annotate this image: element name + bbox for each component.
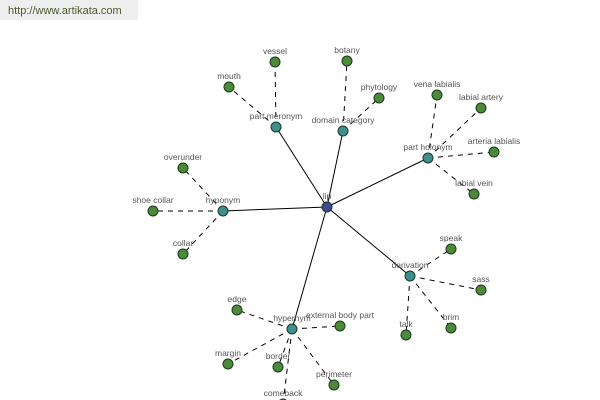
relation-edge (222, 206, 328, 212)
word-node[interactable] (223, 81, 235, 93)
word-node-label: collar (173, 238, 193, 248)
word-edge (427, 94, 438, 159)
word-node-label: botany (334, 45, 360, 55)
relation-node[interactable] (270, 121, 282, 133)
relation-node-label: derivation (392, 260, 429, 270)
watermark-url[interactable]: http://www.artikata.com (0, 0, 138, 20)
relation-edge (326, 130, 344, 208)
relation-node[interactable] (217, 205, 229, 217)
word-node-label: edge (228, 294, 247, 304)
word-node[interactable] (334, 320, 346, 332)
word-node[interactable] (475, 102, 487, 114)
relation-node-label: hyponym (206, 195, 241, 205)
word-node[interactable] (445, 322, 457, 334)
word-node-label: comeback (264, 388, 303, 398)
word-node[interactable] (341, 55, 353, 67)
word-edge (291, 328, 335, 386)
word-node-label: mouth (217, 71, 241, 81)
word-edge (427, 151, 495, 159)
labels: vessel mouth botany phytology vena labialis l… (132, 45, 520, 398)
word-node[interactable] (269, 56, 281, 68)
word-node[interactable] (431, 89, 443, 101)
word-edge (227, 328, 293, 365)
word-node-label: talk (399, 319, 413, 329)
word-node-label: sass (472, 274, 489, 284)
relation-node-label: part meronym (250, 111, 302, 121)
word-node-label: labial artery (459, 92, 504, 102)
word-node-label: vessel (263, 46, 287, 56)
word-node-label: perimeter (316, 369, 352, 379)
word-node[interactable] (468, 188, 480, 200)
word-node-label: vena labialis (414, 79, 461, 89)
word-edge (228, 86, 277, 128)
relation-node-label: hypernym (273, 313, 310, 323)
word-edge (282, 328, 293, 400)
word-node[interactable] (373, 92, 385, 104)
word-edge (274, 61, 277, 128)
word-node[interactable] (488, 146, 500, 158)
word-edge (342, 97, 380, 132)
word-node-label: border (266, 351, 291, 361)
relation-edge (326, 157, 429, 208)
word-node-label: margin (215, 348, 241, 358)
word-edge (409, 275, 452, 329)
center-node-label: lip (323, 191, 332, 201)
word-node[interactable] (445, 243, 457, 255)
nodes (147, 55, 500, 400)
relation-edge (291, 206, 328, 330)
word-node-label: phytology (361, 82, 398, 92)
relation-edge (275, 126, 328, 208)
word-node-label: arteria labialis (468, 136, 520, 146)
word-edge (427, 107, 482, 159)
word-node[interactable] (177, 248, 189, 260)
word-edge (409, 248, 452, 277)
word-node[interactable] (147, 205, 159, 217)
word-node-label: overunder (164, 152, 202, 162)
word-node-label: speak (440, 233, 463, 243)
word-edge (409, 275, 482, 291)
relation-node[interactable] (337, 125, 349, 137)
word-node[interactable] (222, 358, 234, 370)
edges (153, 60, 495, 400)
center-node[interactable] (321, 201, 333, 213)
word-node[interactable] (400, 329, 412, 341)
word-node-label: labial vein (455, 178, 493, 188)
word-node[interactable] (328, 379, 340, 391)
word-node-label: brim (443, 312, 460, 322)
relation-node[interactable] (404, 270, 416, 282)
relation-node[interactable] (286, 323, 298, 335)
relation-node-label: domain category (312, 115, 376, 125)
word-node-label: shoe collar (132, 195, 173, 205)
word-node-label: external body part (306, 310, 375, 320)
word-node[interactable] (177, 162, 189, 174)
word-node[interactable] (475, 284, 487, 296)
word-edge (277, 328, 293, 368)
word-edge (427, 157, 475, 195)
word-node[interactable] (272, 361, 284, 373)
relation-edge (326, 206, 411, 277)
relation-node-label: part holonym (403, 142, 452, 152)
word-node[interactable] (231, 304, 243, 316)
relation-node[interactable] (422, 152, 434, 164)
word-edge (291, 325, 341, 330)
word-edge (342, 60, 348, 132)
